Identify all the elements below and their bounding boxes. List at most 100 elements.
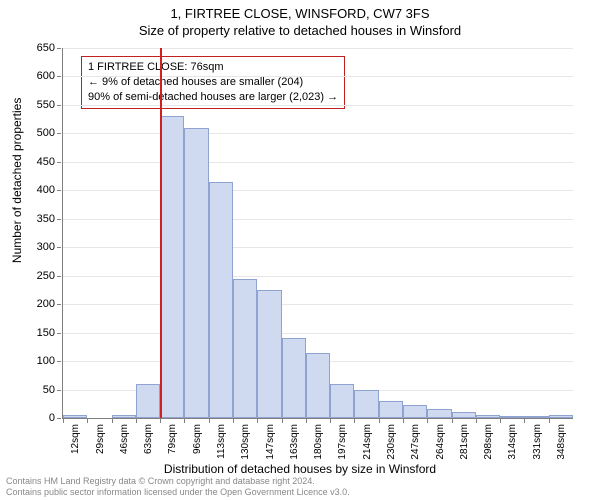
x-tick-label: 348sqm bbox=[556, 424, 567, 460]
address-title: 1, FIRTREE CLOSE, WINSFORD, CW7 3FS bbox=[0, 0, 600, 21]
histogram-bar bbox=[282, 338, 306, 418]
x-tick bbox=[112, 419, 113, 423]
gridline bbox=[63, 105, 573, 106]
annotation-line3: 90% of semi-detached houses are larger (… bbox=[88, 90, 338, 105]
gridline bbox=[63, 333, 573, 334]
histogram-bar bbox=[306, 353, 330, 418]
y-tick-label: 150 bbox=[37, 327, 55, 339]
x-tick bbox=[306, 419, 307, 423]
y-tick bbox=[57, 105, 61, 106]
x-tick bbox=[160, 419, 161, 423]
x-tick-label: 230sqm bbox=[386, 424, 397, 460]
gridline bbox=[63, 219, 573, 220]
histogram-bar bbox=[63, 415, 87, 418]
gridline bbox=[63, 190, 573, 191]
y-tick-label: 350 bbox=[37, 213, 55, 225]
x-tick bbox=[549, 419, 550, 423]
y-tick bbox=[57, 133, 61, 134]
x-axis-label: Distribution of detached houses by size … bbox=[0, 462, 600, 476]
x-tick-label: 96sqm bbox=[192, 424, 203, 454]
x-tick bbox=[379, 419, 380, 423]
histogram-bar bbox=[160, 116, 184, 418]
x-tick-label: 331sqm bbox=[532, 424, 543, 460]
histogram-bar bbox=[354, 390, 378, 418]
gridline bbox=[63, 276, 573, 277]
histogram-bar bbox=[379, 401, 403, 418]
x-tick-label: 163sqm bbox=[289, 424, 300, 460]
histogram-bar bbox=[427, 409, 451, 418]
y-axis-label: Number of detached properties bbox=[10, 98, 24, 263]
histogram-bar bbox=[233, 279, 257, 418]
y-tick-label: 600 bbox=[37, 70, 55, 82]
footer-line1: Contains HM Land Registry data © Crown c… bbox=[6, 476, 350, 487]
footer-line2: Contains public sector information licen… bbox=[6, 487, 350, 498]
y-tick bbox=[57, 304, 61, 305]
x-tick-label: 46sqm bbox=[119, 424, 130, 454]
gridline bbox=[63, 162, 573, 163]
y-tick-label: 400 bbox=[37, 184, 55, 196]
x-tick bbox=[403, 419, 404, 423]
x-tick-label: 113sqm bbox=[216, 424, 227, 459]
y-tick bbox=[57, 48, 61, 49]
histogram-bar bbox=[209, 182, 233, 418]
x-tick-label: 29sqm bbox=[95, 424, 106, 454]
x-tick bbox=[87, 419, 88, 423]
x-tick bbox=[476, 419, 477, 423]
gridline bbox=[63, 76, 573, 77]
chart-container: 1, FIRTREE CLOSE, WINSFORD, CW7 3FS Size… bbox=[0, 0, 600, 500]
x-tick-label: 180sqm bbox=[313, 424, 324, 460]
y-tick-label: 250 bbox=[37, 270, 55, 282]
x-tick bbox=[427, 419, 428, 423]
x-tick bbox=[282, 419, 283, 423]
histogram-bar bbox=[184, 128, 208, 418]
y-tick-label: 650 bbox=[37, 42, 55, 54]
histogram-bar bbox=[549, 415, 573, 418]
y-tick-label: 300 bbox=[37, 241, 55, 253]
y-tick-label: 0 bbox=[49, 412, 55, 424]
x-tick bbox=[63, 419, 64, 423]
chart-subtitle: Size of property relative to detached ho… bbox=[0, 21, 600, 38]
x-tick-label: 314sqm bbox=[507, 424, 518, 460]
x-tick-label: 264sqm bbox=[435, 424, 446, 460]
y-tick bbox=[57, 276, 61, 277]
histogram-bar bbox=[403, 405, 427, 418]
footer-attribution: Contains HM Land Registry data © Crown c… bbox=[6, 476, 350, 498]
x-tick-label: 147sqm bbox=[265, 424, 276, 460]
x-tick bbox=[184, 419, 185, 423]
y-tick bbox=[57, 361, 61, 362]
y-tick bbox=[57, 190, 61, 191]
x-tick-label: 79sqm bbox=[167, 424, 178, 454]
x-tick-label: 214sqm bbox=[362, 424, 373, 460]
x-tick bbox=[257, 419, 258, 423]
y-tick bbox=[57, 333, 61, 334]
x-tick bbox=[233, 419, 234, 423]
x-tick-label: 63sqm bbox=[143, 424, 154, 454]
gridline bbox=[63, 247, 573, 248]
x-tick bbox=[209, 419, 210, 423]
histogram-bar bbox=[524, 416, 548, 418]
y-tick-label: 450 bbox=[37, 156, 55, 168]
y-tick bbox=[57, 247, 61, 248]
y-tick-label: 500 bbox=[37, 127, 55, 139]
x-tick bbox=[330, 419, 331, 423]
plot-area: 1 FIRTREE CLOSE: 76sqm ← 9% of detached … bbox=[62, 48, 573, 419]
x-tick-label: 247sqm bbox=[410, 424, 421, 460]
y-tick bbox=[57, 390, 61, 391]
y-tick-label: 50 bbox=[43, 384, 55, 396]
x-tick bbox=[452, 419, 453, 423]
y-tick bbox=[57, 162, 61, 163]
y-tick bbox=[57, 219, 61, 220]
annotation-box: 1 FIRTREE CLOSE: 76sqm ← 9% of detached … bbox=[81, 56, 345, 109]
y-tick-label: 100 bbox=[37, 355, 55, 367]
gridline bbox=[63, 304, 573, 305]
y-tick bbox=[57, 418, 61, 419]
histogram-bar bbox=[257, 290, 281, 418]
property-marker-line bbox=[160, 48, 162, 418]
histogram-bar bbox=[330, 384, 354, 418]
histogram-bar bbox=[452, 412, 476, 418]
histogram-bar bbox=[136, 384, 160, 418]
histogram-bar bbox=[500, 416, 524, 418]
x-tick-label: 12sqm bbox=[70, 424, 81, 454]
y-tick-label: 550 bbox=[37, 99, 55, 111]
x-tick-label: 298sqm bbox=[483, 424, 494, 460]
